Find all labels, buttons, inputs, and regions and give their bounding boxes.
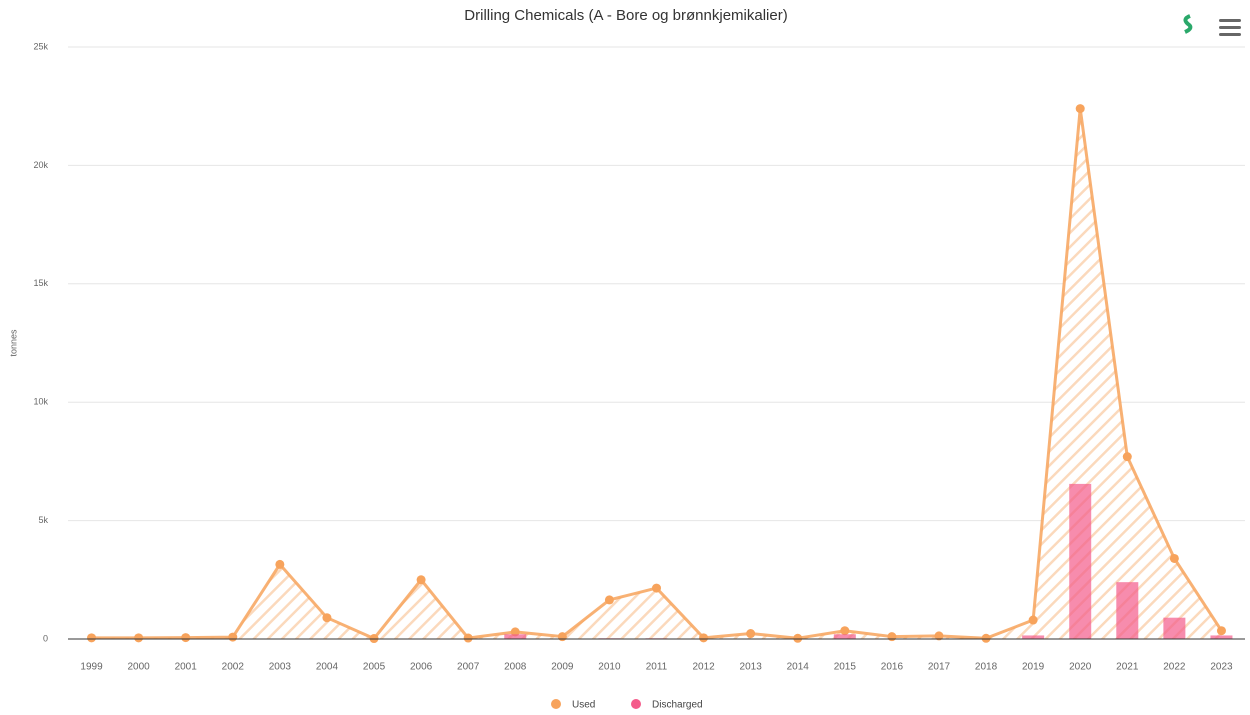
bar (1163, 617, 1186, 639)
x-tick-label: 2012 (692, 662, 715, 673)
point (652, 583, 661, 593)
point (840, 626, 850, 636)
x-tick-label: 2003 (269, 662, 292, 673)
point (793, 633, 803, 643)
x-tick-label: 2017 (928, 662, 951, 673)
x-tick-label: 2013 (740, 662, 763, 673)
area (91, 108, 1222, 640)
point (1216, 626, 1226, 636)
point (1169, 553, 1179, 563)
point (134, 633, 144, 643)
point (1122, 452, 1132, 462)
x-tick-label: 2023 (1210, 662, 1233, 673)
chart-title: Drilling Chemicals (A - Bore og brønnkje… (464, 7, 787, 24)
point (228, 632, 238, 642)
x-tick-label: 2001 (175, 662, 198, 673)
point (322, 613, 332, 623)
x-tick-label: 2005 (363, 662, 386, 673)
legend-label: Discharged (652, 700, 703, 711)
point (1075, 104, 1085, 114)
point (981, 633, 991, 643)
x-tick-label: 2014 (787, 662, 810, 673)
point (181, 633, 191, 643)
legend-label: Used (572, 700, 595, 711)
y-axis-label: tonnes (8, 329, 18, 357)
point (887, 632, 897, 642)
bar (504, 634, 527, 639)
logo (1183, 14, 1193, 34)
x-tick-label: 2015 (834, 662, 857, 673)
x-tick-label: 2002 (222, 662, 245, 673)
bar (1210, 635, 1233, 639)
x-tick-label: 2021 (1116, 662, 1139, 673)
x-tick-label: 2008 (504, 662, 527, 673)
legend-marker (551, 699, 561, 709)
y-tick-label: 10k (33, 397, 48, 407)
x-tick-label: 2009 (551, 662, 574, 673)
x-tick-label: 2006 (410, 662, 433, 673)
point (699, 633, 709, 643)
x-tick-label: 2007 (457, 662, 480, 673)
x-tick-label: 2020 (1069, 662, 1092, 673)
legend-marker (631, 699, 641, 709)
point (463, 633, 473, 643)
point (1028, 615, 1038, 625)
bar (1022, 635, 1045, 639)
x-tick-label: 2000 (127, 662, 150, 673)
x-tick-label: 2019 (1022, 662, 1045, 673)
point (275, 559, 285, 569)
x-tick-label: 1999 (80, 662, 103, 673)
x-tick-label: 2022 (1163, 662, 1186, 673)
bar (1116, 582, 1139, 639)
point (416, 575, 426, 585)
point (557, 632, 567, 642)
y-tick-label: 5k (38, 515, 48, 525)
x-tick-label: 2011 (646, 662, 668, 673)
x-tick-label: 2018 (975, 662, 998, 673)
y-tick-label: 20k (33, 160, 48, 170)
y-tick-label: 25k (33, 41, 48, 51)
y-tick-label: 15k (33, 278, 48, 288)
point (87, 633, 97, 643)
y-tick-label: 0 (43, 633, 48, 643)
x-tick-label: 2016 (881, 662, 904, 673)
x-tick-label: 2004 (316, 662, 339, 673)
bar (1069, 483, 1092, 639)
menu-button[interactable] (1219, 19, 1241, 36)
point (934, 631, 944, 641)
bar (833, 634, 856, 639)
point (604, 595, 614, 605)
x-tick-label: 2010 (598, 662, 621, 673)
point (510, 627, 520, 637)
point (746, 629, 756, 639)
